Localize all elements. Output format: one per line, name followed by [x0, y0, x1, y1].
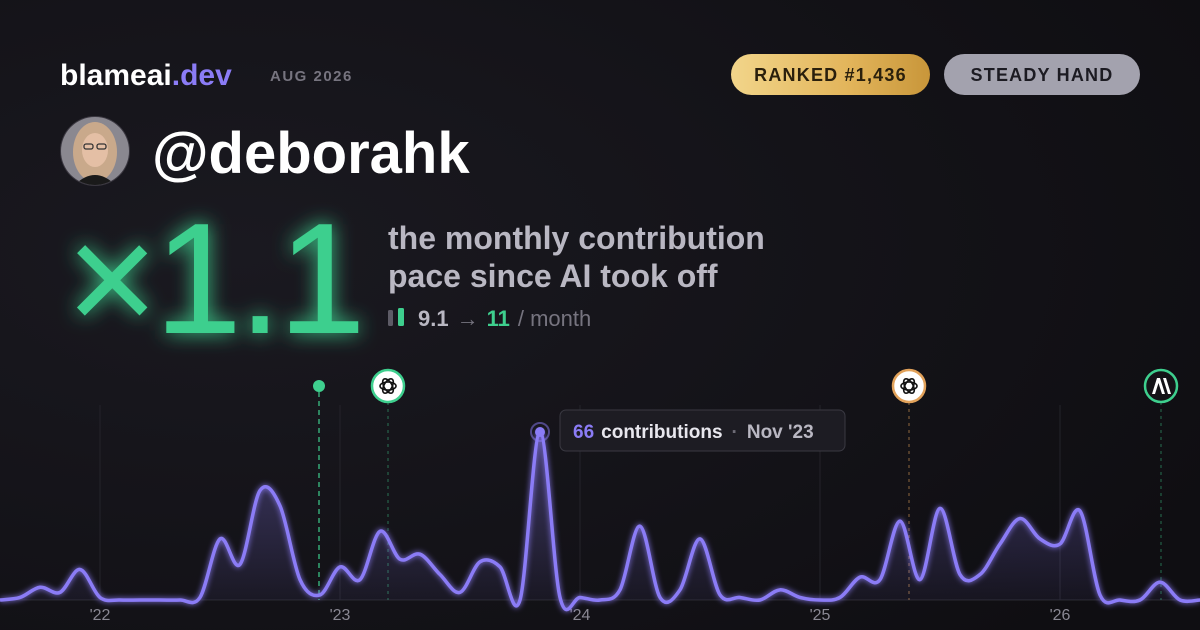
tooltip-date: Nov '23: [747, 422, 814, 443]
tooltip-unit: contributions: [601, 422, 722, 443]
stat-icon: [398, 308, 404, 326]
brand-suffix: .dev: [172, 59, 232, 92]
plot: [0, 422, 1200, 612]
openai-icon: [370, 368, 406, 404]
after-value: 11: [487, 306, 510, 331]
avatar: [60, 116, 130, 186]
style-badge: [944, 54, 1140, 95]
date: AUG 2026: [270, 68, 353, 85]
unit: / month: [518, 306, 591, 331]
caption-line: the monthly contribution: [388, 220, 765, 256]
x-tick-label: '25: [810, 607, 831, 624]
tooltip-text: 66 contributions · Nov '23: [573, 422, 814, 443]
tooltip-box: [559, 409, 846, 452]
openai-icon: [891, 368, 927, 404]
stat-line: 9.1 → 11 / month: [418, 306, 591, 331]
line: [0, 430, 1200, 612]
style-badge-text: STEADY HAND: [971, 65, 1114, 85]
x-tick-label: '23: [330, 607, 351, 624]
tooltip: 66 contributions · Nov '23: [559, 409, 846, 452]
anthropic-icon: [1143, 368, 1179, 404]
peak-point: [535, 427, 545, 437]
x-tick-label: '22: [90, 607, 111, 624]
stat-icon: [388, 310, 393, 326]
brand-name: blameai: [60, 59, 172, 92]
rank-badge-text: RANKED #1,436: [754, 65, 907, 85]
tooltip-value: 66: [573, 422, 594, 443]
event-markers: [313, 368, 1179, 600]
arrow: →: [457, 306, 479, 331]
x-tick-label: '24: [570, 607, 591, 624]
brand: blameai.dev: [60, 59, 232, 92]
rank-badge: [731, 54, 930, 95]
handle: @deborahk: [152, 121, 470, 186]
tooltip-separator: ·: [732, 422, 738, 443]
x-tick-label: '26: [1050, 607, 1071, 624]
caption-line: pace since AI took off: [388, 258, 718, 294]
event-dot: [313, 380, 325, 392]
before-value: 9.1: [418, 306, 449, 331]
area: [0, 431, 1200, 610]
multiplier: ×1.1: [66, 191, 362, 367]
peak-halo: [530, 422, 550, 442]
